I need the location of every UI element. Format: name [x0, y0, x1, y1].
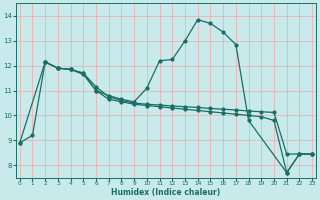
- X-axis label: Humidex (Indice chaleur): Humidex (Indice chaleur): [111, 188, 220, 197]
